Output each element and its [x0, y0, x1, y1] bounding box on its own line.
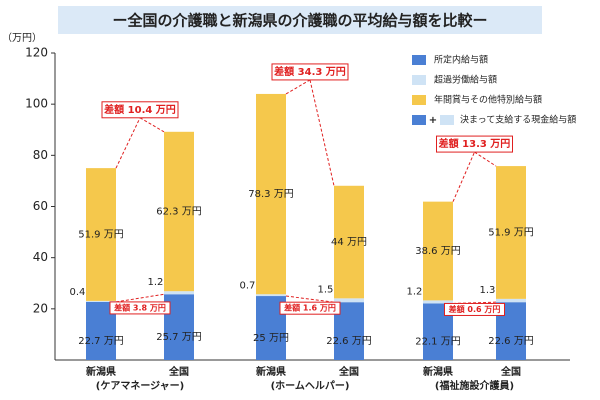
bar-segment [496, 166, 526, 299]
y-tick-label: 60 [33, 199, 48, 213]
value-label: 51.9 万円 [488, 227, 533, 238]
diff-box [436, 135, 513, 153]
bar-segment [423, 201, 453, 301]
group-label: (福祉施設介護員) [435, 379, 514, 392]
value-label: 22.7 万円 [78, 336, 123, 347]
bar-segment [86, 168, 116, 301]
y-tick-label: 100 [25, 97, 48, 111]
diff-line [139, 117, 165, 133]
bar-segment [164, 131, 194, 292]
diff-line [115, 117, 141, 169]
y-unit: （万円） [2, 32, 42, 44]
diff-line [452, 151, 475, 202]
x-tick-label: 新潟県 [256, 365, 286, 378]
legend-swatch [412, 75, 426, 85]
diff-box [444, 302, 505, 316]
legend-plus: + [429, 115, 437, 126]
y-tick-label: 80 [33, 148, 48, 162]
base-diff-line [285, 295, 335, 303]
x-tick-label: 新潟県 [423, 365, 453, 378]
value-label: 22.1 万円 [415, 337, 460, 348]
title-band [58, 6, 542, 34]
legend-swatch [412, 115, 426, 125]
x-tick-label: 新潟県 [86, 365, 116, 378]
diff-label: 差額 34.3 万円 [274, 65, 346, 78]
x-tick-label: 全国 [168, 365, 189, 378]
bar-segment [496, 298, 526, 303]
value-label: 44 万円 [331, 237, 367, 248]
bar-segment [164, 291, 194, 295]
value-label: 51.9 万円 [78, 230, 123, 241]
value-label: 38.6 万円 [415, 246, 460, 257]
diff-box [101, 101, 179, 119]
y-tick-label: 20 [33, 301, 48, 315]
value-label: 25 万円 [253, 333, 289, 344]
diff-box [271, 63, 349, 81]
bar-segment [334, 185, 364, 299]
y-tick-label: 40 [33, 250, 48, 264]
bar-segment [334, 298, 364, 303]
value-label: 78.3 万円 [248, 189, 293, 200]
bar-segment [256, 93, 286, 295]
bar-segment [423, 300, 453, 304]
bar-segment [256, 294, 286, 297]
diff-line [285, 79, 311, 95]
diff-box [279, 301, 341, 315]
diff-line [309, 79, 335, 186]
group-label: (ホームヘルパー) [271, 380, 350, 392]
legend-swatch [412, 95, 426, 105]
diff-label: 差額 1.6 万円 [283, 303, 336, 313]
x-tick-label: 全国 [500, 365, 521, 378]
legend-swatch [440, 115, 454, 125]
value-label: 25.7 万円 [156, 332, 201, 343]
value-label: 62.3 万円 [156, 206, 201, 217]
y-tick-label: 120 [25, 46, 48, 60]
diff-label: 差額 3.8 万円 [113, 302, 166, 312]
diff-box [109, 301, 171, 315]
legend-label: 決まって支給する現金給与額 [460, 114, 576, 126]
diff-label: 差額 10.4 万円 [104, 103, 176, 116]
diff-line [474, 151, 497, 167]
legend-label: 年間賞与その他特別給与額 [434, 94, 542, 106]
bar-segment [86, 300, 116, 302]
legend-swatch [412, 55, 426, 65]
base-diff-line [115, 293, 165, 303]
value-label: 22.6 万円 [326, 336, 371, 347]
legend-label: 所定内給与額 [434, 54, 488, 66]
group-label: (ケアマネージャー) [96, 380, 184, 392]
legend-label: 超過労働給与額 [434, 74, 497, 86]
chart-title: ー全国の介護職と新潟県の介護職の平均給与額を比較ー [112, 12, 487, 30]
diff-label: 差額 0.6 万円 [448, 304, 501, 314]
diff-label: 差額 13.3 万円 [439, 137, 511, 150]
value-label: 22.6 万円 [488, 336, 533, 347]
x-tick-label: 全国 [338, 365, 359, 378]
